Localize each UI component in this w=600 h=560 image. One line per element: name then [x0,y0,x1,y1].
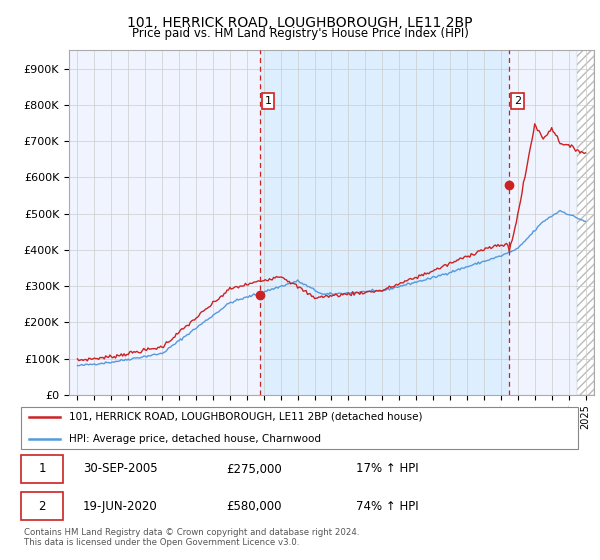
Text: £580,000: £580,000 [227,500,282,512]
Text: 101, HERRICK ROAD, LOUGHBOROUGH, LE11 2BP (detached house): 101, HERRICK ROAD, LOUGHBOROUGH, LE11 2B… [69,412,422,422]
Bar [21,492,63,520]
Text: 2: 2 [38,500,46,512]
Text: 17% ↑ HPI: 17% ↑ HPI [356,463,419,475]
Bar [577,50,594,395]
Text: £275,000: £275,000 [227,463,283,475]
Text: 74% ↑ HPI: 74% ↑ HPI [356,500,419,512]
Text: 30-SEP-2005: 30-SEP-2005 [83,463,157,475]
Bar [260,50,509,395]
Text: 1: 1 [265,96,272,106]
Bar [21,455,63,483]
Text: HPI: Average price, detached house, Charnwood: HPI: Average price, detached house, Char… [69,434,321,444]
Text: 101, HERRICK ROAD, LOUGHBOROUGH, LE11 2BP: 101, HERRICK ROAD, LOUGHBOROUGH, LE11 2B… [127,16,473,30]
Text: Contains HM Land Registry data © Crown copyright and database right 2024.
This d: Contains HM Land Registry data © Crown c… [24,528,359,547]
Text: 2: 2 [514,96,521,106]
Text: Price paid vs. HM Land Registry's House Price Index (HPI): Price paid vs. HM Land Registry's House … [131,27,469,40]
Text: 1: 1 [38,463,46,475]
Text: 19-JUN-2020: 19-JUN-2020 [83,500,158,512]
